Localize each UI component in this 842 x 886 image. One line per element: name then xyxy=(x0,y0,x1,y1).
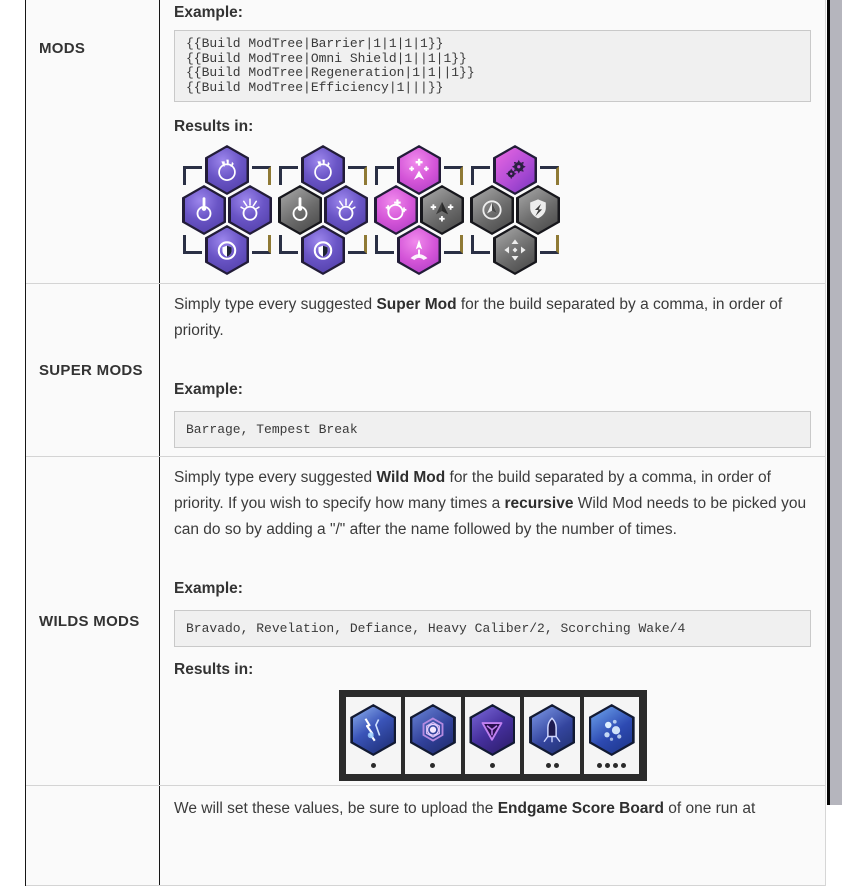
wild-mod-hex-icon xyxy=(588,704,635,756)
mod-hex-icon xyxy=(228,185,272,235)
bracket-corner-icon xyxy=(348,166,367,185)
mod-trees xyxy=(182,145,811,275)
example-heading: Example: xyxy=(174,580,243,597)
build-template-table: MODS Example: {{Build ModTree|Barrier|1|… xyxy=(25,0,826,886)
bracket-corner-icon xyxy=(375,166,394,185)
bracket-corner-icon xyxy=(444,166,463,185)
mod-hex-icon xyxy=(470,185,514,235)
wild-mod-cell-scorching-wake xyxy=(583,697,640,774)
mod-hex-icon xyxy=(301,145,345,195)
row-header-wilds-mods: WILDS MODS xyxy=(26,457,160,785)
bracket-corner-icon xyxy=(183,235,202,254)
table-row-super-mods: SUPER MODS Simply type every suggested S… xyxy=(26,284,825,457)
super-mods-description: Simply type every suggested Super Mod fo… xyxy=(174,296,783,339)
mod-hex-icon xyxy=(182,185,226,235)
bracket-corner-icon xyxy=(540,235,559,254)
mod-hex-icon xyxy=(301,225,345,275)
mods-content-cell: Example: {{Build ModTree|Barrier|1|1|1|1… xyxy=(160,0,825,283)
bracket-corner-icon xyxy=(279,166,298,185)
bracket-corner-icon xyxy=(471,166,490,185)
wild-mod-hex-icon xyxy=(409,704,456,756)
recursion-dots xyxy=(597,762,627,768)
bracket-corner-icon xyxy=(471,235,490,254)
row-header-label: MODS xyxy=(39,40,86,57)
mod-hex-icon xyxy=(397,145,441,195)
wild-mods-strip xyxy=(338,690,647,781)
mod-hex-icon xyxy=(205,145,249,195)
mod-hex-icon xyxy=(278,185,322,235)
row-header-label: WILDS MODS xyxy=(39,612,140,630)
mod-tree-efficiency xyxy=(470,145,560,275)
mod-tree-regeneration xyxy=(374,145,464,275)
wild-mod-cell-defiance xyxy=(464,697,521,774)
mod-hex-icon xyxy=(420,185,464,235)
bracket-corner-icon xyxy=(252,166,271,185)
wild-mod-hex-icon xyxy=(350,704,397,756)
super-mods-code-block: Barrage, Tempest Break xyxy=(174,411,811,448)
row-header-super-mods: SUPER MODS xyxy=(26,284,160,456)
mod-hex-icon xyxy=(205,225,249,275)
mod-hex-icon xyxy=(516,185,560,235)
wild-mod-hex-icon xyxy=(469,704,516,756)
mod-hex-icon xyxy=(397,225,441,275)
recursion-dots xyxy=(489,762,495,768)
bracket-corner-icon xyxy=(252,235,271,254)
mod-hex-icon xyxy=(493,145,537,195)
table-row-next: We will set these values, be sure to upl… xyxy=(26,786,825,886)
mod-hex-icon xyxy=(493,225,537,275)
table-row-mods: MODS Example: {{Build ModTree|Barrier|1|… xyxy=(26,0,825,284)
wild-mod-cell-revelation xyxy=(405,697,461,774)
recursion-dots xyxy=(370,762,376,768)
wild-mod-cell-heavy-caliber xyxy=(524,697,580,774)
mod-tree-omni-shield xyxy=(278,145,368,275)
wilds-mods-code-block: Bravado, Revelation, Defiance, Heavy Cal… xyxy=(174,610,811,647)
bracket-corner-icon xyxy=(540,166,559,185)
recursion-dots xyxy=(545,762,559,768)
row-header-empty xyxy=(26,786,160,885)
mod-hex-icon xyxy=(374,185,418,235)
example-heading: Example: xyxy=(174,4,243,21)
next-row-content-cell: We will set these values, be sure to upl… xyxy=(160,786,825,885)
page-gutter xyxy=(827,0,842,805)
mod-hex-icon xyxy=(324,185,368,235)
recursion-dots xyxy=(430,762,436,768)
bracket-corner-icon xyxy=(348,235,367,254)
wild-mod-hex-icon xyxy=(529,704,576,756)
wilds-mods-content-cell: Simply type every suggested Wild Mod for… xyxy=(160,457,825,785)
super-mods-content-cell: Simply type every suggested Super Mod fo… xyxy=(160,284,825,456)
example-heading: Example: xyxy=(174,381,243,398)
bracket-corner-icon xyxy=(375,235,394,254)
row-header-label: SUPER MODS xyxy=(39,361,143,379)
next-row-description: We will set these values, be sure to upl… xyxy=(174,800,756,817)
mod-tree-barrier xyxy=(182,145,272,275)
row-header-mods: MODS xyxy=(26,0,160,283)
wild-mod-cell-bravado xyxy=(345,697,402,774)
table-row-wilds-mods: WILDS MODS Simply type every suggested W… xyxy=(26,457,825,786)
modtree-code-block: {{Build ModTree|Barrier|1|1|1|1}} {{Buil… xyxy=(174,30,811,102)
results-heading: Results in: xyxy=(174,118,254,135)
bracket-corner-icon xyxy=(444,235,463,254)
bracket-corner-icon xyxy=(279,235,298,254)
wilds-mods-description: Simply type every suggested Wild Mod for… xyxy=(174,469,807,538)
bracket-corner-icon xyxy=(183,166,202,185)
results-heading: Results in: xyxy=(174,661,254,678)
